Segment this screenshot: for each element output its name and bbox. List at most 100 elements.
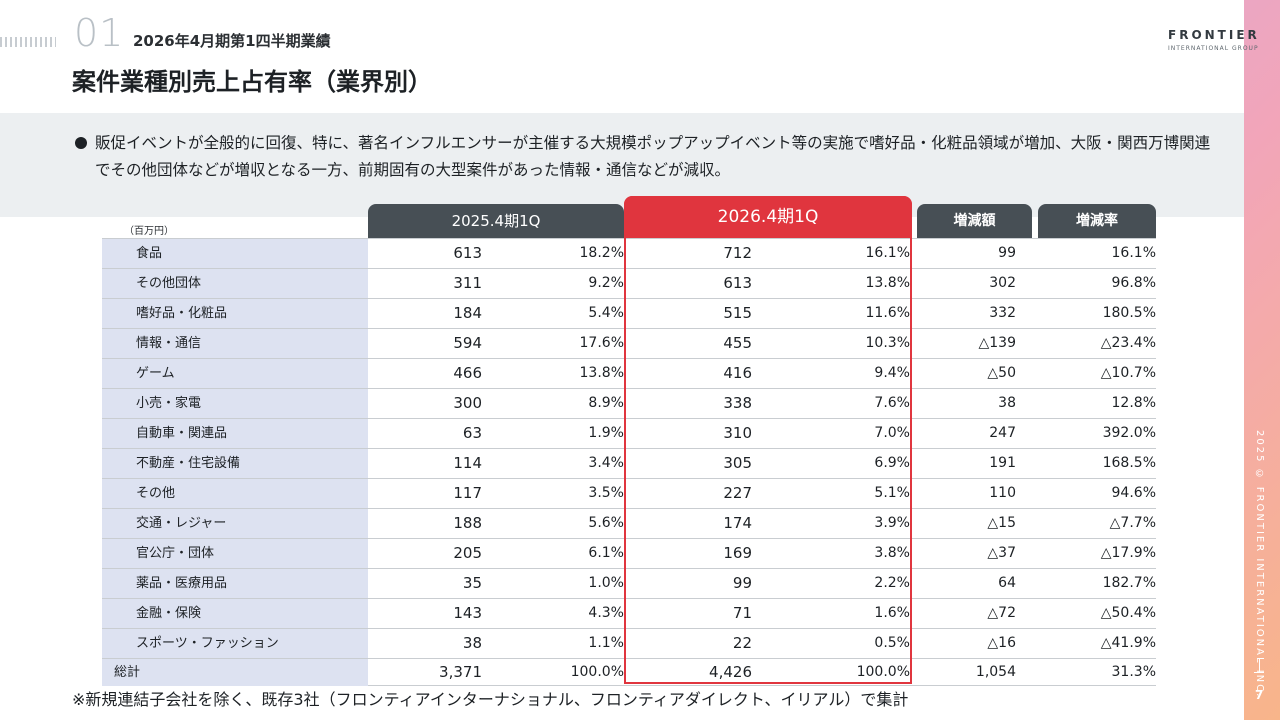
curr-share-cell: 10.3%	[865, 335, 910, 351]
section-number: 01	[74, 11, 125, 55]
change-amount-cell: △16	[987, 635, 1016, 651]
change-rate-cell: △10.7%	[1100, 365, 1156, 381]
change-amount-cell: 99	[998, 245, 1016, 261]
change-amount-cell: 1,054	[975, 664, 1016, 680]
prev-amount-cell: 143	[453, 604, 482, 622]
prev-share-cell: 8.9%	[588, 395, 624, 411]
prev-share-cell: 4.3%	[588, 605, 624, 621]
logo-subname: INTERNATIONAL GROUP	[1168, 45, 1259, 52]
column-header-curr: 2026.4期1Q	[624, 196, 912, 238]
row-label: 食品	[102, 239, 368, 268]
change-rate-cell: △41.9%	[1100, 635, 1156, 651]
page-divider-foot	[1254, 672, 1264, 673]
table-row: その他 117 3.5% 227 5.1% 110 94.6%	[102, 478, 1156, 508]
change-rate-cell: △23.4%	[1100, 335, 1156, 351]
change-rate-cell: 182.7%	[1102, 575, 1156, 591]
curr-amount-cell: 310	[723, 424, 752, 442]
curr-amount-cell: 712	[723, 244, 752, 262]
curr-share-cell: 9.4%	[874, 365, 910, 381]
curr-share-cell: 3.8%	[874, 545, 910, 561]
prev-amount-cell: 63	[462, 424, 482, 442]
curr-amount-cell: 4,426	[709, 663, 752, 681]
column-header-prev: 2025.4期1Q	[368, 204, 624, 238]
prev-share-cell: 9.2%	[588, 275, 624, 291]
table-row: 金融・保険 143 4.3% 71 1.6% △72 △50.4%	[102, 598, 1156, 628]
row-label: 自動車・関連品	[102, 419, 368, 448]
curr-share-cell: 1.6%	[874, 605, 910, 621]
curr-share-cell: 6.9%	[874, 455, 910, 471]
table-row: 薬品・医療用品 35 1.0% 99 2.2% 64 182.7%	[102, 568, 1156, 598]
change-rate-cell: 180.5%	[1102, 305, 1156, 321]
page-subtitle: 2026年4月期第1四半期業績	[133, 32, 331, 50]
table-row: 食品 613 18.2% 712 16.1% 99 16.1%	[102, 238, 1156, 268]
table-row: ゲーム 466 13.8% 416 9.4% △50 △10.7%	[102, 358, 1156, 388]
row-label: その他	[102, 479, 368, 508]
summary-text: 販促イベントが全般的に回復、特に、著名インフルエンサーが主催する大規模ポップアッ…	[95, 134, 1211, 179]
change-rate-cell: 94.6%	[1111, 485, 1156, 501]
table-unit: （百万円）	[124, 226, 174, 237]
summary-box	[0, 113, 1244, 217]
curr-amount-cell: 515	[723, 304, 752, 322]
curr-share-cell: 100.0%	[856, 664, 910, 680]
curr-amount-cell: 227	[723, 484, 752, 502]
logo-waveform-icon	[1097, 24, 1155, 58]
footnote: ※新規連結子会社を除く、既存3社（フロンティアインターナショナル、フロンティアダ…	[72, 690, 909, 709]
prev-share-cell: 3.4%	[588, 455, 624, 471]
curr-amount-cell: 22	[732, 634, 752, 652]
row-label: 不動産・住宅設備	[102, 449, 368, 478]
change-rate-cell: 12.8%	[1111, 395, 1156, 411]
change-rate-cell: △50.4%	[1100, 605, 1156, 621]
prev-amount-cell: 300	[453, 394, 482, 412]
curr-amount-cell: 169	[723, 544, 752, 562]
prev-share-cell: 18.2%	[579, 245, 624, 261]
prev-amount-cell: 466	[453, 364, 482, 382]
curr-share-cell: 3.9%	[874, 515, 910, 531]
row-label: 総計	[102, 659, 368, 686]
table-row: スポーツ・ファッション 38 1.1% 22 0.5% △16 △41.9%	[102, 628, 1156, 658]
table-row: 官公庁・団体 205 6.1% 169 3.8% △37 △17.9%	[102, 538, 1156, 568]
curr-share-cell: 7.0%	[874, 425, 910, 441]
change-amount-cell: △139	[978, 335, 1017, 351]
prev-amount-cell: 184	[453, 304, 482, 322]
change-amount-cell: 191	[989, 455, 1016, 471]
prev-share-cell: 13.8%	[579, 365, 624, 381]
prev-amount-cell: 3,371	[439, 663, 482, 681]
change-amount-cell: 64	[998, 575, 1016, 591]
prev-share-cell: 5.6%	[588, 515, 624, 531]
row-label: 情報・通信	[102, 329, 368, 358]
curr-share-cell: 7.6%	[874, 395, 910, 411]
change-amount-cell: △37	[987, 545, 1016, 561]
curr-share-cell: 16.1%	[865, 245, 910, 261]
sales-table: 食品 613 18.2% 712 16.1% 99 16.1% その他団体 311 9.2% 613…	[102, 238, 1156, 686]
prev-amount-cell: 38	[462, 634, 482, 652]
copyright: 2025 © FRONTIER INTERNATIONAL INC.	[1254, 430, 1265, 699]
table-row: 交通・レジャー 188 5.6% 174 3.9% △15 △7.7%	[102, 508, 1156, 538]
curr-share-cell: 2.2%	[874, 575, 910, 591]
curr-amount-cell: 305	[723, 454, 752, 472]
curr-share-cell: 5.1%	[874, 485, 910, 501]
page-title: 案件業種別売上占有率（業界別）	[72, 68, 432, 96]
change-rate-cell: 16.1%	[1111, 245, 1156, 261]
prev-share-cell: 5.4%	[588, 305, 624, 321]
curr-amount-cell: 613	[723, 274, 752, 292]
curr-amount-cell: 99	[732, 574, 752, 592]
curr-amount-cell: 338	[723, 394, 752, 412]
change-amount-cell: 332	[989, 305, 1016, 321]
change-rate-cell: 31.3%	[1111, 664, 1156, 680]
curr-amount-cell: 455	[723, 334, 752, 352]
change-rate-cell: 96.8%	[1111, 275, 1156, 291]
table-row: 嗜好品・化粧品 184 5.4% 515 11.6% 332 180.5%	[102, 298, 1156, 328]
prev-share-cell: 1.1%	[588, 635, 624, 651]
row-label: その他団体	[102, 269, 368, 298]
header-dashes	[0, 37, 56, 47]
prev-share-cell: 17.6%	[579, 335, 624, 351]
change-rate-cell: △17.9%	[1100, 545, 1156, 561]
row-label: 交通・レジャー	[102, 509, 368, 538]
table-row: 不動産・住宅設備 114 3.4% 305 6.9% 191 168.5%	[102, 448, 1156, 478]
prev-share-cell: 1.0%	[588, 575, 624, 591]
change-amount-cell: △72	[987, 605, 1016, 621]
prev-share-cell: 1.9%	[588, 425, 624, 441]
row-label: ゲーム	[102, 359, 368, 388]
table-total-row: 総計 3,371 100.0% 4,426 100.0% 1,054 31.3%	[102, 658, 1156, 686]
curr-share-cell: 0.5%	[874, 635, 910, 651]
